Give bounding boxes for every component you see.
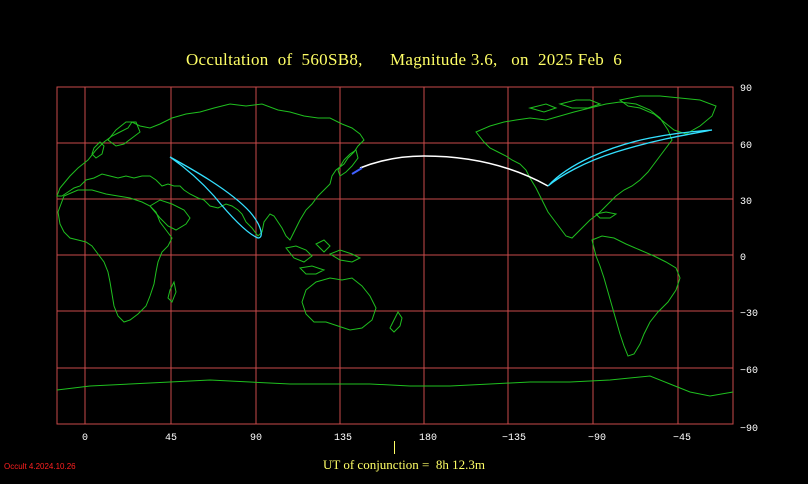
x-tick-label: 45 xyxy=(165,433,177,444)
x-tick-label: −135 xyxy=(502,433,526,444)
africa-coastline xyxy=(57,189,173,323)
twilight-loop-america xyxy=(547,129,713,187)
x-tick-label: −90 xyxy=(588,433,606,444)
y-tick-label: 60 xyxy=(740,141,752,152)
north-america-coastline xyxy=(475,101,673,239)
australia-coastline xyxy=(301,277,377,331)
occultation-twilight-paths xyxy=(169,129,713,239)
south-america-coastline xyxy=(591,235,681,357)
twilight-loop-asia xyxy=(169,156,262,239)
x-tick-label: 180 xyxy=(419,433,437,444)
y-tick-label: −30 xyxy=(740,309,758,320)
greenland-coastline xyxy=(618,95,717,135)
grid-lines xyxy=(57,87,733,424)
antarctica-coastline xyxy=(56,375,734,397)
occultation-path-sunrise-segment xyxy=(351,167,363,175)
coastlines xyxy=(56,95,734,397)
japan-coastline xyxy=(337,149,359,177)
x-tick-label: 90 xyxy=(250,433,262,444)
map-title: Occultation of 560SB8, Magnitude 3.6, on… xyxy=(185,50,622,69)
new-zealand-coastline xyxy=(389,311,403,333)
caribbean-coastline xyxy=(594,211,618,219)
x-tick-label: 0 xyxy=(82,433,88,444)
occultation-path-daylight xyxy=(359,155,549,187)
y-tick-label: 30 xyxy=(740,197,752,208)
y-tick-label: 0 xyxy=(740,253,746,264)
x-tick-label: 135 xyxy=(334,433,352,444)
x-tick-label: −45 xyxy=(673,433,691,444)
madagascar-coastline xyxy=(167,280,177,303)
y-tick-label: 90 xyxy=(740,84,752,95)
y-tick-label: −90 xyxy=(740,424,758,435)
scandinavia-coastline xyxy=(107,121,141,147)
conjunction-marker xyxy=(394,441,395,454)
eurasia-coastline xyxy=(56,103,365,241)
se-asia-islands xyxy=(285,239,362,275)
ut-conjunction-label: UT of conjunction = 8h 12.3m xyxy=(323,457,485,472)
arabia-coastline xyxy=(149,199,191,231)
britain-coastline xyxy=(91,141,105,159)
arctic-islands xyxy=(528,99,602,113)
y-tick-label: −60 xyxy=(740,366,758,377)
version-label: Occult 4.2024.10.26 xyxy=(4,462,76,471)
